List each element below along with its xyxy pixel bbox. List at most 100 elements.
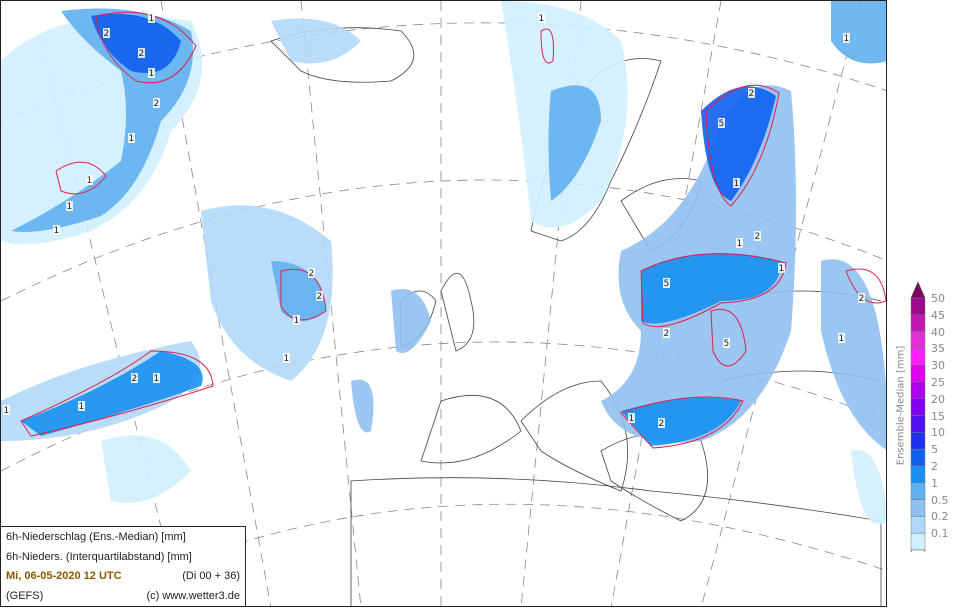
precipitation-area: [641, 253, 781, 324]
contour-label-bg: [86, 175, 93, 185]
latitude-line: [84, 503, 886, 606]
contour-label: 1: [779, 264, 785, 274]
contour-label: 2: [755, 232, 761, 242]
colorbar-segment: [910, 364, 926, 383]
coastline: [440, 272, 475, 352]
colorbar-segment: [910, 297, 926, 316]
legend-label: 15: [931, 409, 945, 423]
contour-label-bg: [148, 68, 155, 78]
contour-label-bg: [658, 418, 665, 428]
contour-label: 1: [629, 414, 635, 424]
precipitation-area: [621, 397, 741, 446]
contour-label: 1: [737, 239, 743, 249]
colorbar-segment: [910, 432, 926, 450]
iqr-contour: [55, 161, 107, 195]
contour-label: 1: [839, 334, 845, 344]
coastline: [520, 380, 629, 492]
colorbar-top-arrow: [910, 281, 926, 299]
precipitation-area: [351, 379, 374, 433]
contour-label: 1: [154, 374, 160, 384]
colorbar-segment: [910, 465, 926, 484]
contour-label: 1: [734, 179, 740, 189]
contour-label: 2: [309, 269, 315, 279]
contour-label-bg: [316, 291, 323, 301]
colorbar-segment: [910, 532, 926, 551]
contour-label-bg: [718, 118, 725, 128]
contour-label-bg: [748, 88, 755, 98]
precipitation-area: [851, 449, 886, 525]
contour-label: 1: [54, 226, 60, 236]
contour-label-bg: [663, 278, 670, 288]
precipitation-area: [201, 205, 333, 381]
contour-label-bg: [66, 201, 73, 211]
contour-label-bg: [736, 238, 743, 248]
legend-label: 25: [931, 376, 945, 389]
contour-label-bg: [723, 338, 730, 348]
contour-label-bg: [283, 353, 290, 363]
contour-label: 1: [284, 354, 290, 364]
legend-label: 50: [931, 292, 945, 305]
legend-label: 0.1: [931, 527, 949, 541]
run-info: (Di 00 + 36): [182, 570, 240, 582]
contour-label-bg: [778, 263, 785, 273]
contour-label-bg: [663, 328, 670, 338]
iqr-contour: [705, 84, 780, 207]
contour-label-bg: [293, 315, 300, 325]
contour-label-bg: [78, 401, 85, 411]
contour-label: 2: [664, 329, 670, 339]
coastline: [350, 477, 882, 606]
contour-label: 2: [104, 29, 110, 39]
precipitation-area: [271, 18, 361, 64]
longitude-line: [40, 40, 181, 606]
iqr-contours: [20, 11, 886, 449]
contour-label: 2: [749, 89, 755, 99]
contour-label-bg: [138, 48, 145, 58]
contour-label: 1: [149, 14, 155, 24]
legend-label: 10: [931, 426, 945, 440]
legend-label: 45: [931, 308, 945, 322]
iqr-contour: [540, 28, 554, 64]
contour-label: 1: [4, 406, 10, 416]
iqr-contour: [845, 268, 886, 304]
coastline: [600, 432, 708, 522]
colorbar-segment: [910, 499, 926, 517]
legend-title: Ensemble-Median [mm]: [895, 345, 907, 466]
model-name: (GEFS): [6, 589, 44, 602]
colorbar-segment: [910, 482, 926, 500]
legend-label: 35: [931, 342, 945, 356]
contour-label: 1: [67, 202, 73, 212]
contour-label-bg: [754, 231, 761, 241]
precipitation-area: [391, 289, 431, 353]
colorbar-segment: [910, 314, 926, 332]
legend-label: 30: [931, 359, 945, 373]
title-line-2: 6h-Nieders. (Interquartilabstand) [mm]: [6, 550, 192, 563]
precipitation-area: [101, 435, 191, 503]
colorbar-segment: [910, 398, 926, 416]
iqr-contour: [20, 350, 214, 437]
colorbar-segment: [910, 348, 926, 366]
title-line-1: 6h-Niederschlag (Ens.-Median) [mm]: [6, 531, 186, 543]
contour-label: 2: [139, 49, 145, 59]
contour-label-bg: [538, 13, 545, 23]
legend-label: 5: [931, 443, 938, 457]
colorbar-segment: [910, 448, 926, 467]
coastline: [420, 394, 522, 464]
precipitation-area: [831, 1, 886, 64]
contour-label: 5: [664, 279, 670, 289]
contour-label-bg: [103, 28, 110, 38]
contour-label-bg: [131, 373, 138, 383]
contour-label-bg: [53, 225, 60, 235]
contour-label-bg: [733, 178, 740, 188]
contour-label-bg: [3, 405, 10, 415]
legend-label: 1: [931, 476, 938, 490]
legend-label: 40: [931, 325, 945, 339]
contour-label-bg: [148, 13, 155, 23]
colorbar-segment: [910, 381, 926, 400]
contour-label-bg: [628, 413, 635, 423]
contour-label: 5: [719, 119, 725, 129]
contour-label: 2: [154, 99, 160, 109]
contour-label-bg: [128, 133, 135, 143]
contour-label: 2: [859, 294, 865, 304]
credit: (c) www.wetter3.de: [146, 589, 240, 602]
